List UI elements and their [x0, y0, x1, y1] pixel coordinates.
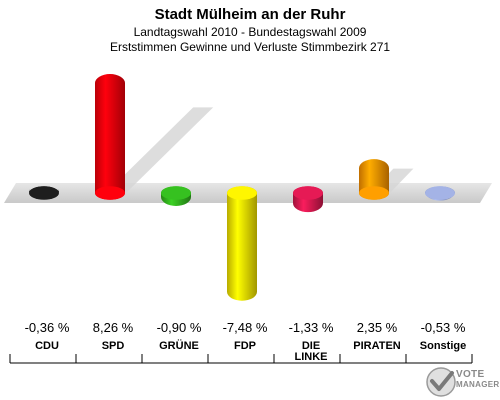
category-label: FDP [234, 340, 256, 352]
value-label: -1,33 % [289, 320, 334, 335]
value-label: 2,35 % [357, 320, 398, 335]
value-label: 8,26 % [93, 320, 134, 335]
category-label: GRÜNE [159, 339, 199, 352]
value-label: -0,90 % [157, 320, 202, 335]
logo-line2: MANAGER [456, 380, 500, 389]
value-label: -0,53 % [421, 320, 466, 335]
category-label: PIRATEN [353, 340, 401, 352]
logo-line1: VOTE [456, 369, 485, 380]
bar-cap [359, 186, 389, 200]
category-label: Sonstige [420, 340, 466, 352]
vote-manager-logo [426, 367, 456, 397]
bar-cap [29, 186, 59, 200]
bar-shadow [104, 107, 214, 195]
bar-spd [95, 74, 126, 200]
value-label: -7,48 % [223, 320, 268, 335]
chart-subtitle-election: Landtagswahl 2010 - Bundestagswahl 2009 [133, 25, 367, 39]
category-label: LINKE [295, 351, 328, 363]
bar-cap [227, 186, 257, 200]
bar-cap [425, 186, 455, 200]
chart-subtitle-district: Erststimmen Gewinne und Verluste Stimmbe… [109, 40, 391, 54]
value-label: -0,36 % [25, 320, 70, 335]
category-label: CDU [35, 340, 59, 352]
category-label: SPD [102, 340, 125, 352]
bar-cap [95, 186, 125, 200]
bar-cap [293, 186, 323, 200]
category-label: DIE [302, 340, 320, 352]
bar-cap [161, 186, 191, 200]
logo-text: VOTE MANAGER [456, 370, 499, 390]
bar-fdp [227, 186, 257, 301]
chart-title: Stadt Mülheim an der Ruhr [154, 6, 346, 23]
